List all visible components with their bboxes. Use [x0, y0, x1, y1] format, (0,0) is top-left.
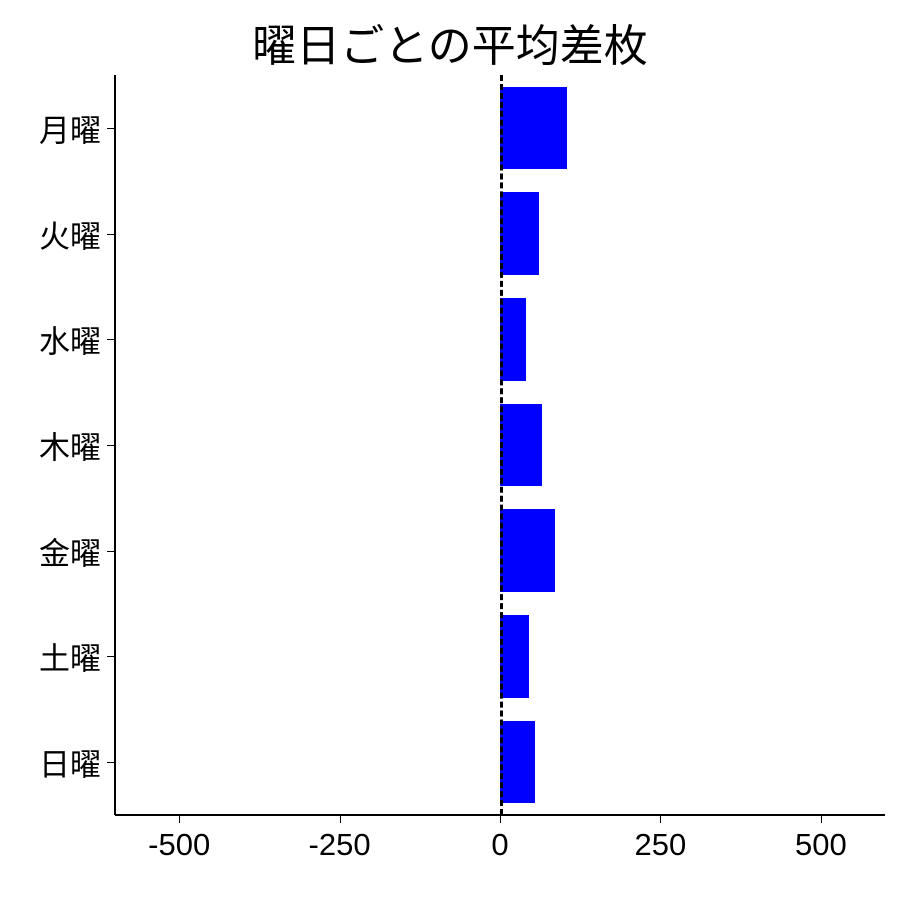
y-tick-mark: [107, 128, 115, 129]
x-tick-label-0: -500: [148, 827, 210, 863]
y-tick-mark: [107, 339, 115, 340]
x-tick-mark: [500, 815, 501, 823]
y-tick-mark: [107, 762, 115, 763]
x-tick-label-1: -250: [309, 827, 371, 863]
bar-3: [500, 404, 542, 486]
x-tick-mark: [179, 815, 180, 823]
y-tick-label-0: 月曜: [1, 105, 101, 150]
y-tick-mark: [107, 445, 115, 446]
bar-6: [500, 721, 535, 803]
y-tick-label-2: 水曜: [1, 317, 101, 362]
bar-4: [500, 509, 555, 591]
bar-2: [500, 298, 526, 380]
y-tick-label-4: 金曜: [1, 528, 101, 573]
y-tick-label-1: 火曜: [1, 211, 101, 256]
chart-title: 曜日ごとの平均差枚: [0, 10, 900, 74]
y-tick-mark: [107, 656, 115, 657]
y-tick-label-5: 土曜: [1, 634, 101, 679]
x-tick-mark: [660, 815, 661, 823]
zero-line: [500, 75, 503, 815]
x-tick-label-2: 0: [491, 827, 508, 863]
x-tick-label-3: 250: [635, 827, 687, 863]
bar-5: [500, 615, 529, 697]
bar-1: [500, 192, 539, 274]
bar-0: [500, 87, 567, 169]
x-tick-mark: [821, 815, 822, 823]
y-tick-mark: [107, 551, 115, 552]
x-tick-mark: [340, 815, 341, 823]
y-tick-label-3: 木曜: [1, 423, 101, 468]
plot-area: 月曜火曜水曜木曜金曜土曜日曜-500-2500250500: [115, 75, 885, 815]
x-tick-label-4: 500: [795, 827, 847, 863]
y-tick-mark: [107, 234, 115, 235]
y-tick-label-6: 日曜: [1, 740, 101, 785]
chart-container: 曜日ごとの平均差枚 月曜火曜水曜木曜金曜土曜日曜-500-2500250500: [0, 0, 900, 900]
